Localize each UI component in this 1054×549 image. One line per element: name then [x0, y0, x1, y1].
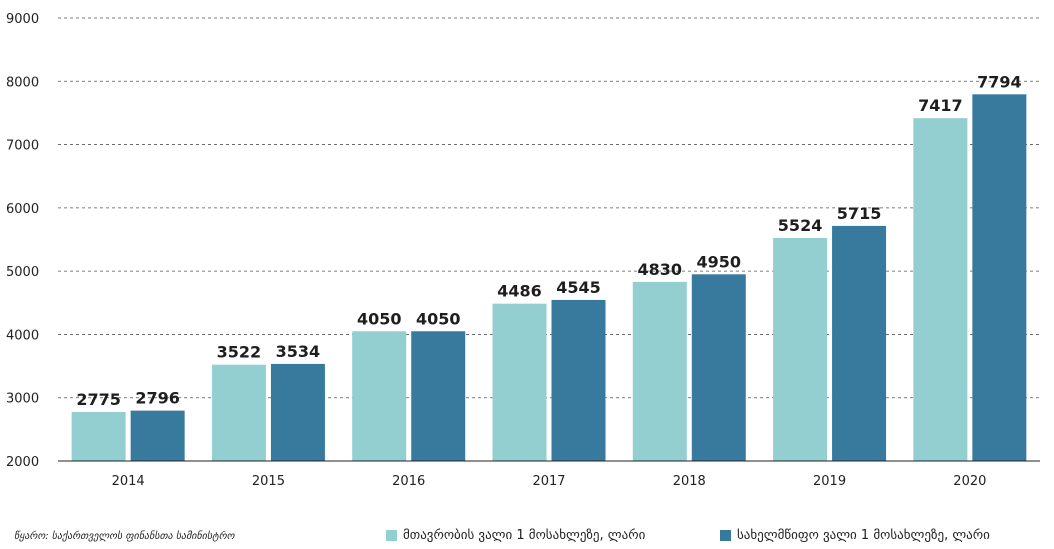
x-axis-ticks: 2014 2015 2016 2017 2018 2019 2020 [112, 474, 987, 489]
data-label: 3534 [276, 342, 321, 361]
bar-government-debt-2017 [492, 303, 547, 461]
bar-state-debt-2015 [270, 363, 325, 461]
y-tick-label: 3000 [6, 392, 39, 407]
legend-swatch-government-debt [386, 530, 397, 541]
y-tick-label: 2000 [6, 455, 39, 470]
legend-label-state-debt: სახელმწიფო ვალი 1 მოსახლეზე, ლარი [737, 528, 990, 543]
x-tick-label: 2018 [673, 474, 706, 489]
source-note: წყარო: საქართველოს ფინანსთა სამინისტრო [14, 531, 235, 542]
bar-government-debt-2018 [632, 281, 687, 461]
x-tick-label: 2015 [252, 474, 285, 489]
data-labels: 2775 2796 3522 3534 4050 4050 4486 4545 4830 4950… [76, 72, 1021, 409]
bar-government-debt-2020 [913, 118, 968, 462]
x-tick-label: 2017 [532, 474, 565, 489]
legend-label-government-debt: მთავრობის ვალი 1 მოსახლეზე, ლარი [403, 528, 646, 543]
legend-item-state-debt: სახელმწიფო ვალი 1 მოსახლეზე, ლარი [720, 528, 990, 543]
data-label: 7794 [977, 72, 1022, 91]
x-tick-label: 2019 [813, 474, 846, 489]
bar-state-debt-2018 [691, 274, 746, 461]
data-label: 2775 [76, 390, 121, 409]
data-label: 4050 [357, 309, 402, 328]
bar-state-debt-2019 [832, 225, 887, 461]
y-tick-label: 8000 [6, 75, 39, 90]
y-tick-label: 7000 [6, 139, 39, 154]
grid-lines [58, 17, 1040, 399]
bar-government-debt-2015 [211, 364, 266, 461]
y-tick-label: 4000 [6, 328, 39, 343]
bar-state-debt-2017 [551, 299, 606, 461]
bar-state-debt-2016 [411, 331, 466, 461]
y-axis-ticks: 2000 3000 4000 5000 6000 7000 8000 9000 [6, 12, 39, 470]
y-tick-label: 9000 [6, 12, 39, 27]
data-label: 4050 [416, 309, 461, 328]
legend-item-government-debt: მთავრობის ვალი 1 მოსახლეზე, ლარი [386, 528, 645, 543]
bar-government-debt-2014 [71, 411, 126, 461]
data-label: 4545 [556, 278, 601, 297]
bar-state-debt-2020 [972, 94, 1027, 461]
x-tick-label: 2016 [392, 474, 425, 489]
data-label: 4830 [638, 260, 683, 279]
data-label: 2796 [135, 389, 180, 408]
y-tick-label: 5000 [6, 265, 39, 280]
data-label: 3522 [217, 343, 262, 362]
data-label: 5715 [837, 204, 882, 223]
data-label: 7417 [918, 96, 963, 115]
bar-state-debt-2014 [130, 410, 185, 461]
bars [71, 94, 1027, 462]
data-label: 5524 [778, 216, 823, 235]
x-tick-label: 2020 [953, 474, 986, 489]
x-tick-label: 2014 [112, 474, 145, 489]
bar-government-debt-2016 [352, 331, 407, 461]
data-label: 4950 [697, 252, 742, 271]
bar-government-debt-2019 [773, 237, 828, 461]
legend-swatch-state-debt [720, 530, 731, 541]
y-tick-label: 6000 [6, 202, 39, 217]
data-label: 4486 [497, 282, 542, 301]
